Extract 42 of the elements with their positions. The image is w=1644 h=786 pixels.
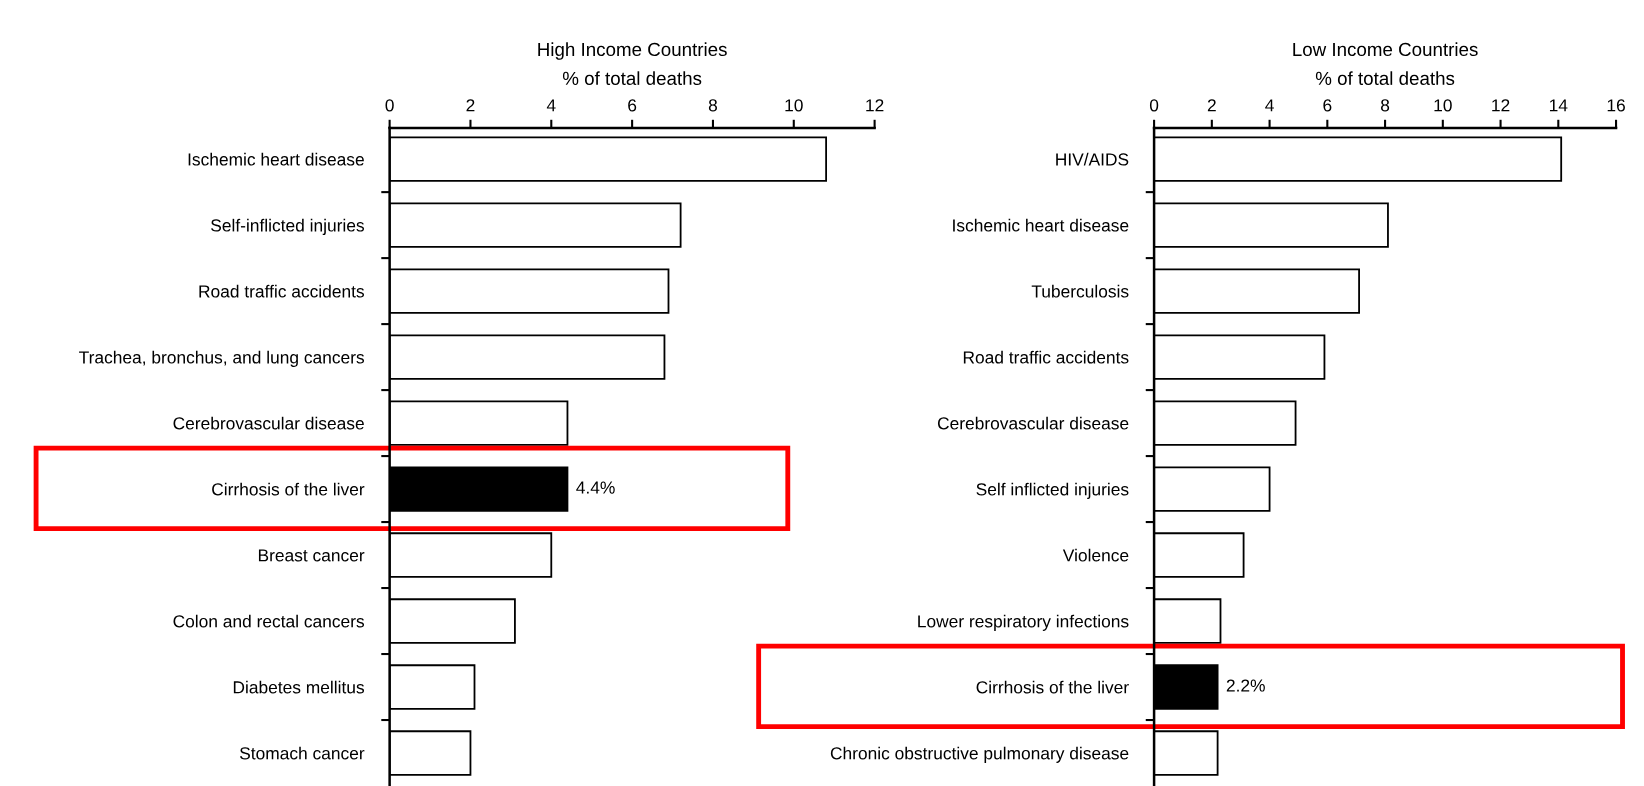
x-tick-label: 10 [785,99,803,112]
x-tick-label: 10 [1434,99,1452,112]
y-tick-label: Cirrhosis of the liver [976,680,1129,694]
y-tick-label: Cerebrovascular disease [937,416,1129,430]
x-tick-label: 12 [1492,99,1510,112]
x-tick-label: 6 [1323,99,1332,112]
y-tick-label: Chronic obstructive pulmonary disease [830,746,1129,763]
y-tick-label: Diabetes mellitus [233,680,365,694]
chart-title: Low Income Countries [1293,42,1478,57]
y-tick-label: Violence [1062,548,1129,562]
x-axis-title: % of total deaths [1315,71,1455,86]
x-tick-label: 0 [1149,99,1159,112]
y-tick-label: Stomach cancer [239,746,365,760]
x-tick-label: 2 [1207,99,1216,112]
data-label: 2.2% [1226,679,1265,692]
y-tick-label: Ischemic heart disease [953,218,1129,232]
x-tick-label: 6 [628,99,637,112]
x-tick-label: 2 [466,99,475,112]
y-tick-label: Breast cancer [258,549,365,562]
x-tick-label: 14 [1549,99,1568,112]
y-tick-label: Ischemic heart disease [188,152,364,166]
y-tick-label: Tuberculosis [1031,284,1129,298]
x-tick-label: 0 [385,99,394,112]
data-label: 4.4% [576,481,615,494]
y-tick-label: Lower respiratory infections [918,614,1129,631]
x-tick-label: 8 [1381,99,1390,112]
x-tick-label: 12 [866,99,884,112]
y-tick-label: Road traffic accidents [963,350,1129,364]
y-tick-label: Trachea, bronchus, and lung cancers [79,350,365,367]
y-tick-label: Cirrhosis of the liver [212,482,365,496]
y-tick-label: Self-inflicted injuries [211,218,365,236]
y-tick-label: HIV/AIDS [1056,152,1129,166]
y-tick-label: Colon and rectal cancers [173,614,365,628]
y-tick-label: Cerebrovascular disease [173,416,364,430]
x-tick-label: 4 [1265,99,1274,112]
chart-title: High Income Countries [538,42,727,60]
x-tick-label: 8 [708,99,718,112]
y-tick-label: Road traffic accidents [199,284,365,298]
x-tick-label: 16 [1607,99,1625,112]
x-axis-title: % of total deaths [562,71,702,86]
x-tick-label: 4 [546,99,556,112]
y-tick-label: Self inflicted injuries [976,482,1129,499]
